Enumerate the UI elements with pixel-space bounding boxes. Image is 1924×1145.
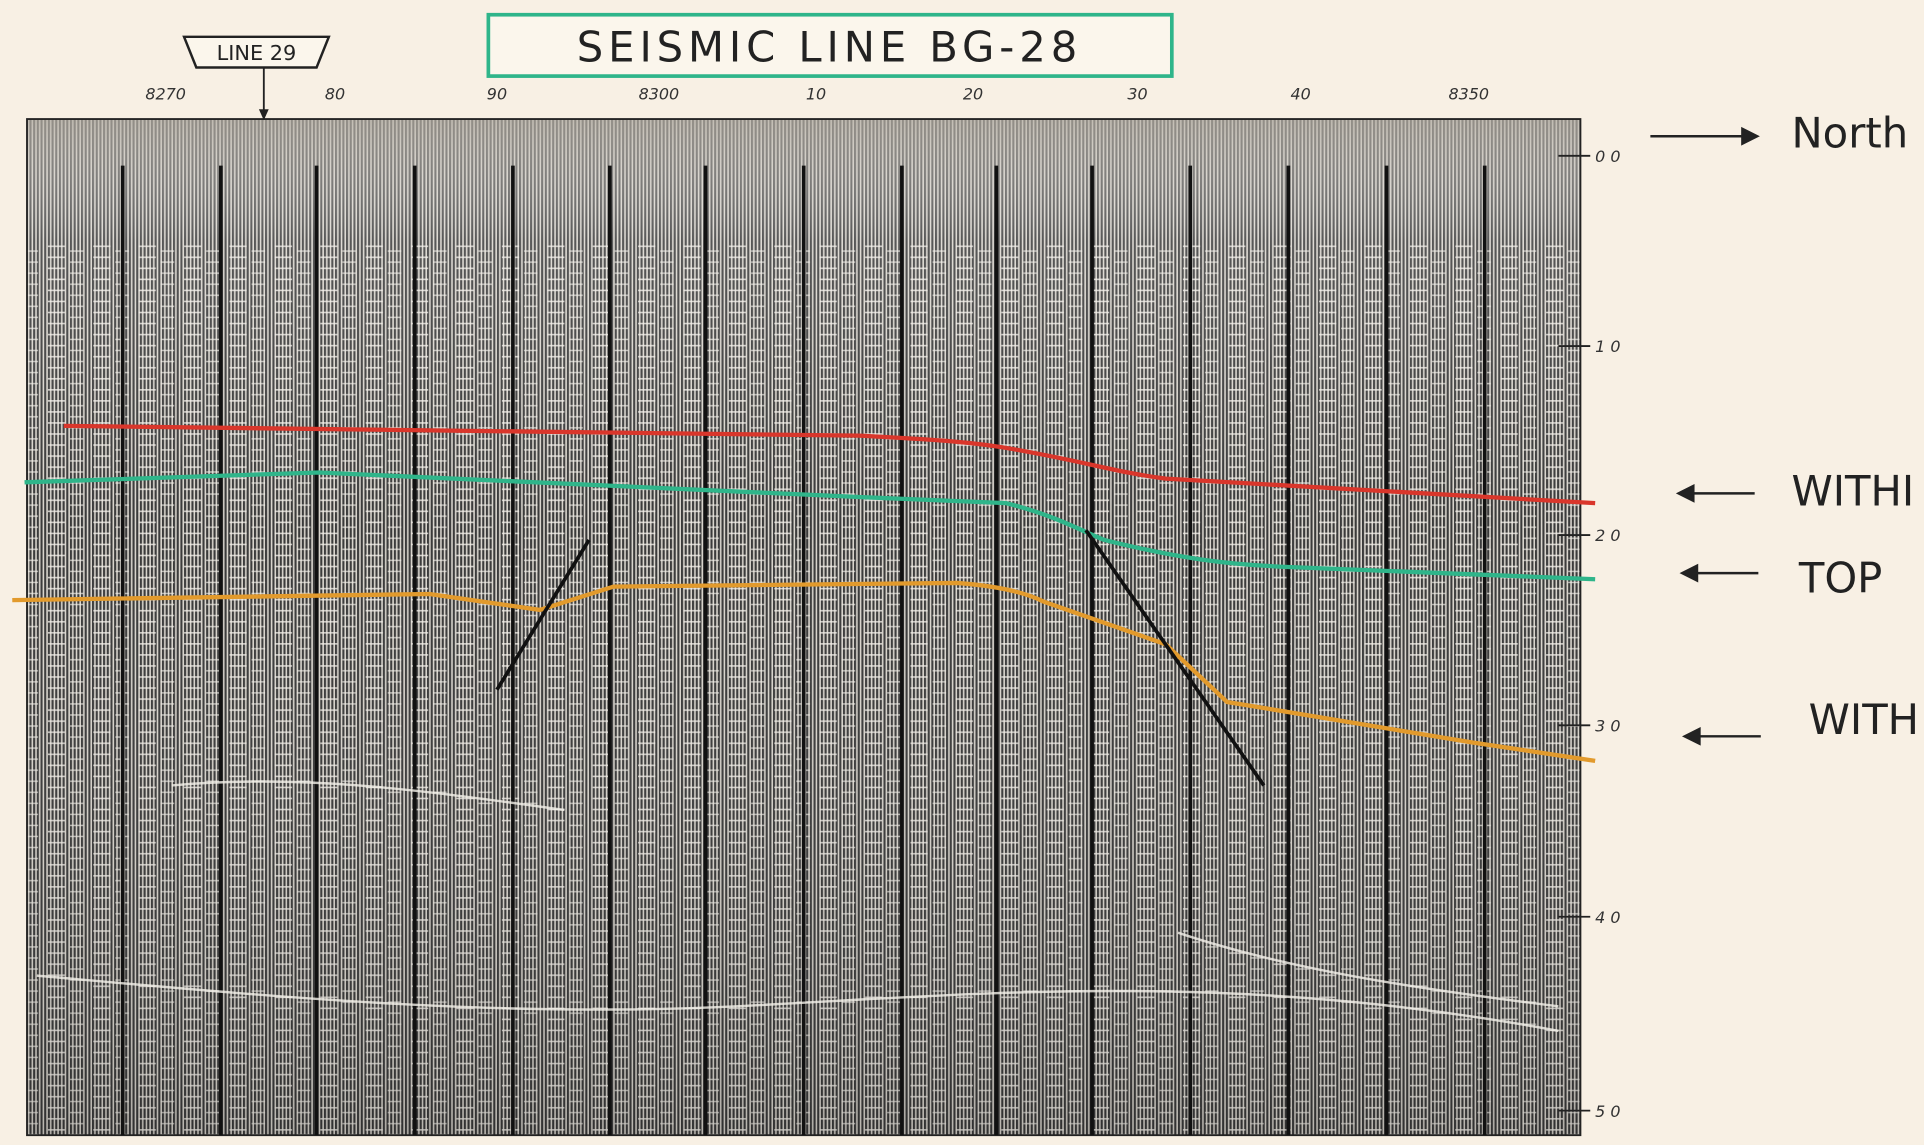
annotation: WITH: [1809, 695, 1919, 744]
shotpoint-label: 8270: [145, 84, 186, 103]
title-box: [486, 12, 1174, 78]
shotpoint-label: 20: [963, 84, 983, 103]
seismic-panel: [12, 118, 1596, 1137]
time-label: 1 0: [1595, 337, 1620, 356]
shotpoint-label: 40: [1291, 84, 1311, 103]
annotation-arrows: [1650, 126, 1761, 746]
horizon-orange: [12, 580, 1596, 764]
title: SEISMIC LINE BG-28: [577, 22, 1082, 71]
annotation: TOP: [1798, 554, 1882, 603]
horizon-green: [24, 470, 1596, 582]
time-label: 0 0: [1595, 147, 1620, 166]
shotpoint-label: 8350: [1448, 84, 1489, 103]
panel-border: [26, 118, 1582, 1137]
annotation: WITHI: [1791, 467, 1914, 516]
shotpoint-label: 10: [806, 84, 826, 103]
fault: [495, 539, 591, 691]
time-label: 3 0: [1595, 716, 1620, 735]
time-axis: 0 0 1 0 2 0 3 0 4 0 5 0: [1558, 147, 1621, 1121]
shotpoint-label: 30: [1127, 84, 1147, 103]
time-label: 4 0: [1595, 908, 1620, 927]
shotpoint-label: 90: [487, 84, 507, 103]
shotpoint-label: 8300: [639, 84, 680, 103]
shotpoint-label: 80: [325, 84, 345, 103]
time-label: 2 0: [1595, 526, 1620, 545]
line-marker-box: [182, 35, 331, 69]
shotpoint-axis: 8270 80 90 8300 10 20 30 40 8350: [145, 84, 1489, 103]
strong-reflectors: [36, 780, 1559, 1033]
marker-arrowhead: [258, 109, 269, 121]
fault: [1084, 529, 1266, 787]
time-label: 5 0: [1595, 1102, 1620, 1121]
annotation: North: [1791, 108, 1908, 157]
line-marker: LINE 29: [217, 41, 297, 65]
timing-lines: [120, 165, 1487, 1136]
horizon-red: [63, 423, 1596, 506]
